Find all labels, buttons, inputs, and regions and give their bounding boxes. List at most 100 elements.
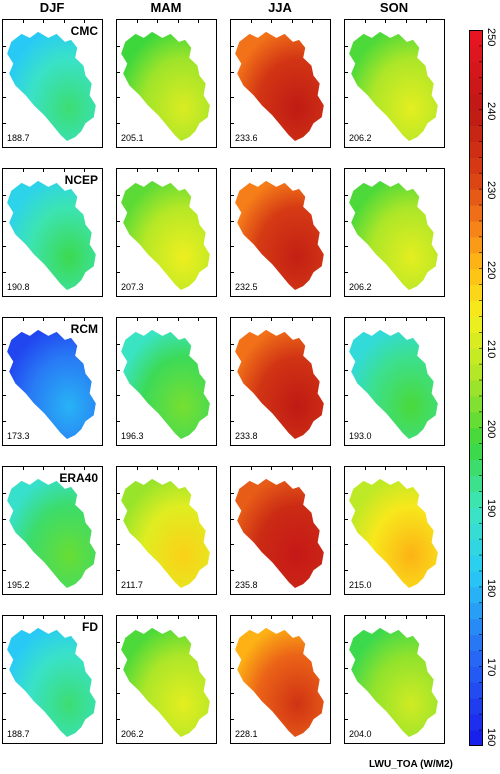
axis-tick — [117, 421, 120, 422]
axis-tick — [3, 421, 6, 422]
axis-tick — [84, 20, 85, 23]
map-panel-rcm-mam: 196.3 — [116, 317, 217, 446]
axis-tick — [117, 395, 120, 396]
basin-field — [349, 627, 438, 738]
basin-field — [121, 180, 210, 291]
axis-tick — [231, 493, 234, 494]
axis-tick — [345, 272, 348, 273]
map-panel-cmc-djf: 188.7 CMC — [2, 19, 103, 148]
axis-tick — [198, 20, 199, 23]
basin-field — [121, 31, 210, 142]
axis-tick — [3, 519, 6, 520]
axis-tick — [345, 668, 348, 669]
axis-tick — [312, 467, 313, 470]
axis-tick — [406, 318, 407, 321]
basin-mean-value: 206.2 — [121, 729, 144, 739]
axis-tick — [137, 616, 138, 619]
colorbar-step — [469, 236, 483, 254]
axis-tick — [365, 318, 366, 321]
basin-mean-value: 188.7 — [7, 133, 30, 143]
axis-tick — [3, 46, 6, 47]
colorbar-step — [469, 586, 483, 604]
axis-tick — [23, 616, 24, 619]
axis-tick — [345, 97, 348, 98]
basin-mean-value: 233.8 — [235, 431, 258, 441]
dataset-label-fd: FD — [82, 620, 98, 634]
colorbar-step — [469, 93, 483, 111]
colorbar-step — [469, 316, 483, 333]
colorbar-step — [469, 682, 483, 699]
dataset-label-rcm: RCM — [70, 322, 98, 336]
basin-map — [349, 31, 438, 142]
basin-map — [7, 478, 96, 589]
basin-map — [235, 180, 324, 291]
axis-tick — [312, 169, 313, 172]
axis-tick — [117, 370, 120, 371]
axis-tick — [231, 195, 234, 196]
axis-tick — [345, 46, 348, 47]
axis-tick — [178, 467, 179, 470]
axis-tick — [3, 344, 6, 345]
axis-tick — [345, 493, 348, 494]
axis-tick — [23, 318, 24, 321]
axis-tick — [3, 719, 6, 720]
axis-tick — [64, 616, 65, 619]
axis-tick — [406, 616, 407, 619]
axis-tick — [231, 344, 234, 345]
axis-tick — [3, 123, 6, 124]
axis-tick — [23, 169, 24, 172]
axis-tick — [345, 246, 348, 247]
colorbar-step — [469, 348, 483, 365]
axis-tick — [178, 318, 179, 321]
axis-tick — [426, 616, 427, 619]
colorbar-tick-label: 170 — [485, 658, 497, 677]
axis-tick — [157, 467, 158, 470]
map-panel-ncep-djf: 190.8 NCEP — [2, 168, 103, 297]
colorbar-step — [469, 268, 483, 286]
axis-tick — [385, 616, 386, 619]
colorbar-step — [469, 380, 483, 397]
colorbar-tick-label: 210 — [485, 340, 497, 359]
basin-field — [235, 478, 324, 589]
map-panel-ncep-jja: 232.5 — [230, 168, 331, 297]
axis-tick — [231, 221, 234, 222]
axis-tick — [385, 20, 386, 23]
axis-tick — [137, 20, 138, 23]
basin-map — [7, 627, 96, 738]
colorbar-step — [469, 491, 483, 508]
axis-tick — [292, 616, 293, 619]
colorbar-step — [469, 300, 483, 317]
basin-map — [121, 31, 210, 142]
colorbar-step — [469, 364, 483, 381]
axis-tick — [3, 272, 6, 273]
basin-field — [235, 31, 324, 142]
map-panel-fd-son: 204.0 — [344, 615, 445, 744]
axis-tick — [345, 544, 348, 545]
axis-tick — [117, 72, 120, 73]
axis-tick — [345, 370, 348, 371]
colorbar-step — [469, 157, 483, 174]
map-panel-rcm-djf: 173.3 RCM — [2, 317, 103, 446]
axis-tick — [292, 169, 293, 172]
axis-tick — [3, 195, 6, 196]
axis-tick — [345, 395, 348, 396]
basin-map — [121, 627, 210, 738]
map-panel-era40-mam: 211.7 — [116, 466, 217, 595]
axis-tick — [345, 221, 348, 222]
colorbar-step — [469, 618, 483, 636]
basin-mean-value: 215.0 — [349, 580, 372, 590]
axis-tick — [231, 97, 234, 98]
axis-tick — [231, 544, 234, 545]
axis-tick — [3, 97, 6, 98]
basin-field — [235, 180, 324, 291]
axis-tick — [365, 169, 366, 172]
colorbar-step — [469, 634, 483, 652]
basin-map — [235, 31, 324, 142]
basin-field — [121, 627, 210, 738]
colorbar-step — [469, 411, 483, 429]
axis-tick — [345, 642, 348, 643]
axis-tick — [64, 169, 65, 172]
basin-mean-value: 232.5 — [235, 282, 258, 292]
axis-tick — [385, 467, 386, 470]
axis-tick — [426, 467, 427, 470]
